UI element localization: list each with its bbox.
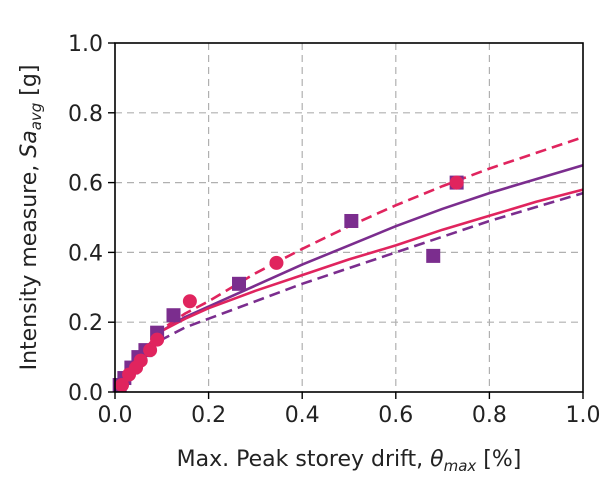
circle-data-point — [449, 175, 464, 190]
x-axis-label-prefix: Max. Peak storey drift, — [177, 447, 430, 472]
x-tick-label: 0.2 — [191, 403, 226, 428]
circle-data-point — [143, 343, 158, 358]
y-axis-label-prefix: Intensity measure, — [17, 158, 42, 371]
circle-data-point — [182, 294, 197, 309]
y-tick-label: 1.0 — [68, 32, 103, 57]
x-axis-label-subscript: max — [444, 457, 477, 475]
dashed-fit-curve — [113, 135, 584, 393]
y-axis-label: Intensity measure, Saavg [g] — [17, 65, 45, 371]
solid-fit-curve — [113, 163, 584, 393]
y-tick-label: 0.2 — [68, 311, 103, 336]
y-tick-label: 0.6 — [68, 172, 103, 197]
circle-data-point — [269, 255, 284, 270]
x-tick-label: 0.6 — [378, 403, 413, 428]
x-tick-label: 0.8 — [472, 403, 507, 428]
y-tick-label: 0.8 — [68, 102, 103, 127]
x-axis-label-suffix: [%] — [476, 447, 521, 472]
x-axis-label-symbol: θ — [430, 447, 444, 472]
square-data-point — [166, 308, 181, 323]
y-tick-label: 0.4 — [68, 241, 103, 266]
x-axis-label: Max. Peak storey drift, θmax [%] — [177, 447, 522, 475]
x-tick-label: 1.0 — [566, 403, 601, 428]
circle-data-point — [133, 353, 148, 368]
grid-lines — [115, 43, 583, 392]
y-axis-label-symbol: Sa — [17, 130, 42, 157]
x-tick-label: 0.0 — [98, 403, 133, 428]
fit-curves — [113, 135, 584, 393]
square-data-point — [344, 213, 359, 228]
x-tick-label: 0.4 — [285, 403, 320, 428]
square-data-point — [232, 276, 247, 291]
y-axis-label-suffix: [g] — [17, 65, 42, 103]
square-data-point — [426, 248, 441, 263]
y-tick-label: 0.0 — [68, 381, 103, 406]
circle-data-point — [115, 378, 130, 393]
circle-data-point — [150, 332, 165, 347]
plot-frame — [114, 42, 584, 393]
y-axis-label-subscript: avg — [27, 103, 45, 131]
axis-ticks: 0.0 0.2 0.4 0.6 0.8 1.0 0.0 0.2 0.4 0.6 0.8 1.0 — [68, 32, 601, 428]
data-points — [112, 175, 464, 393]
